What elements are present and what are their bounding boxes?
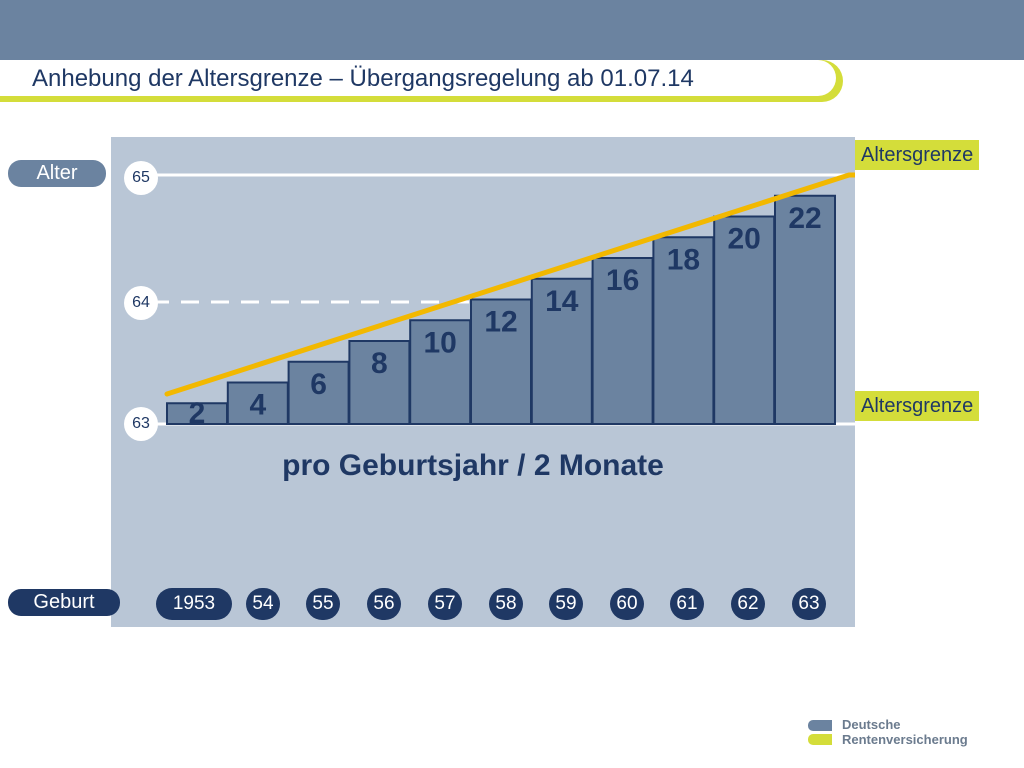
bar-data-label: 8 [371,347,388,380]
year-label: 59 [549,588,583,620]
year-label: 1953 [156,588,232,620]
x-axis-label: Geburt [8,589,120,616]
bar-data-label: 14 [545,285,579,318]
y-tick-65: 65 [124,161,158,195]
bar-data-label: 4 [249,389,266,422]
y-tick-64: 64 [124,286,158,320]
bar-data-label: 12 [484,306,517,339]
bar-data-label: 2 [189,397,206,430]
altersgrenze-label-bottom: Altersgrenze [855,391,980,421]
bar-data-label: 20 [728,223,761,256]
year-label: 62 [731,588,765,620]
year-label: 63 [792,588,826,620]
altersgrenze-line [164,172,852,397]
year-label: 57 [428,588,462,620]
bar [774,194,836,425]
year-label: 58 [489,588,523,620]
title-banner: Anhebung der Altersgrenze – Übergangsreg… [0,60,843,102]
year-label: 54 [246,588,280,620]
bar-data-label: 6 [310,368,327,401]
year-label: 56 [367,588,401,620]
logo-line2: Rentenversicherung [842,732,968,747]
bar-data-label: 18 [667,243,700,276]
brand-logo: Deutsche Rentenversicherung [808,717,1008,749]
bar [713,215,776,425]
y-axis-label: Alter [8,160,106,187]
chart-panel: 2 4 6 8 10 12 14 16 18 20 22 pro Geburtsjahr / 2 Mo… [111,137,855,627]
y-tick-63: 63 [124,407,158,441]
logo-icon [808,720,832,731]
year-label: 60 [610,588,644,620]
year-label: 61 [670,588,704,620]
bar-chart: 2 4 6 8 10 12 14 16 18 20 22 pro Geburtsjahr / 2 Mo… [151,172,855,482]
altersgrenze-label-top: Altersgrenze [855,140,980,170]
bar-data-label: 10 [424,326,457,359]
chart-subtitle: pro Geburtsjahr / 2 Monate [282,449,664,482]
top-bar [0,0,1024,60]
bar [652,236,715,425]
year-label: 55 [306,588,340,620]
bar-data-label: 16 [606,264,639,297]
bar [226,381,289,425]
bar [287,360,350,425]
logo-line1: Deutsche [842,717,901,732]
page-title: Anhebung der Altersgrenze – Übergangsreg… [32,65,694,92]
bar-data-label: 22 [788,202,821,235]
